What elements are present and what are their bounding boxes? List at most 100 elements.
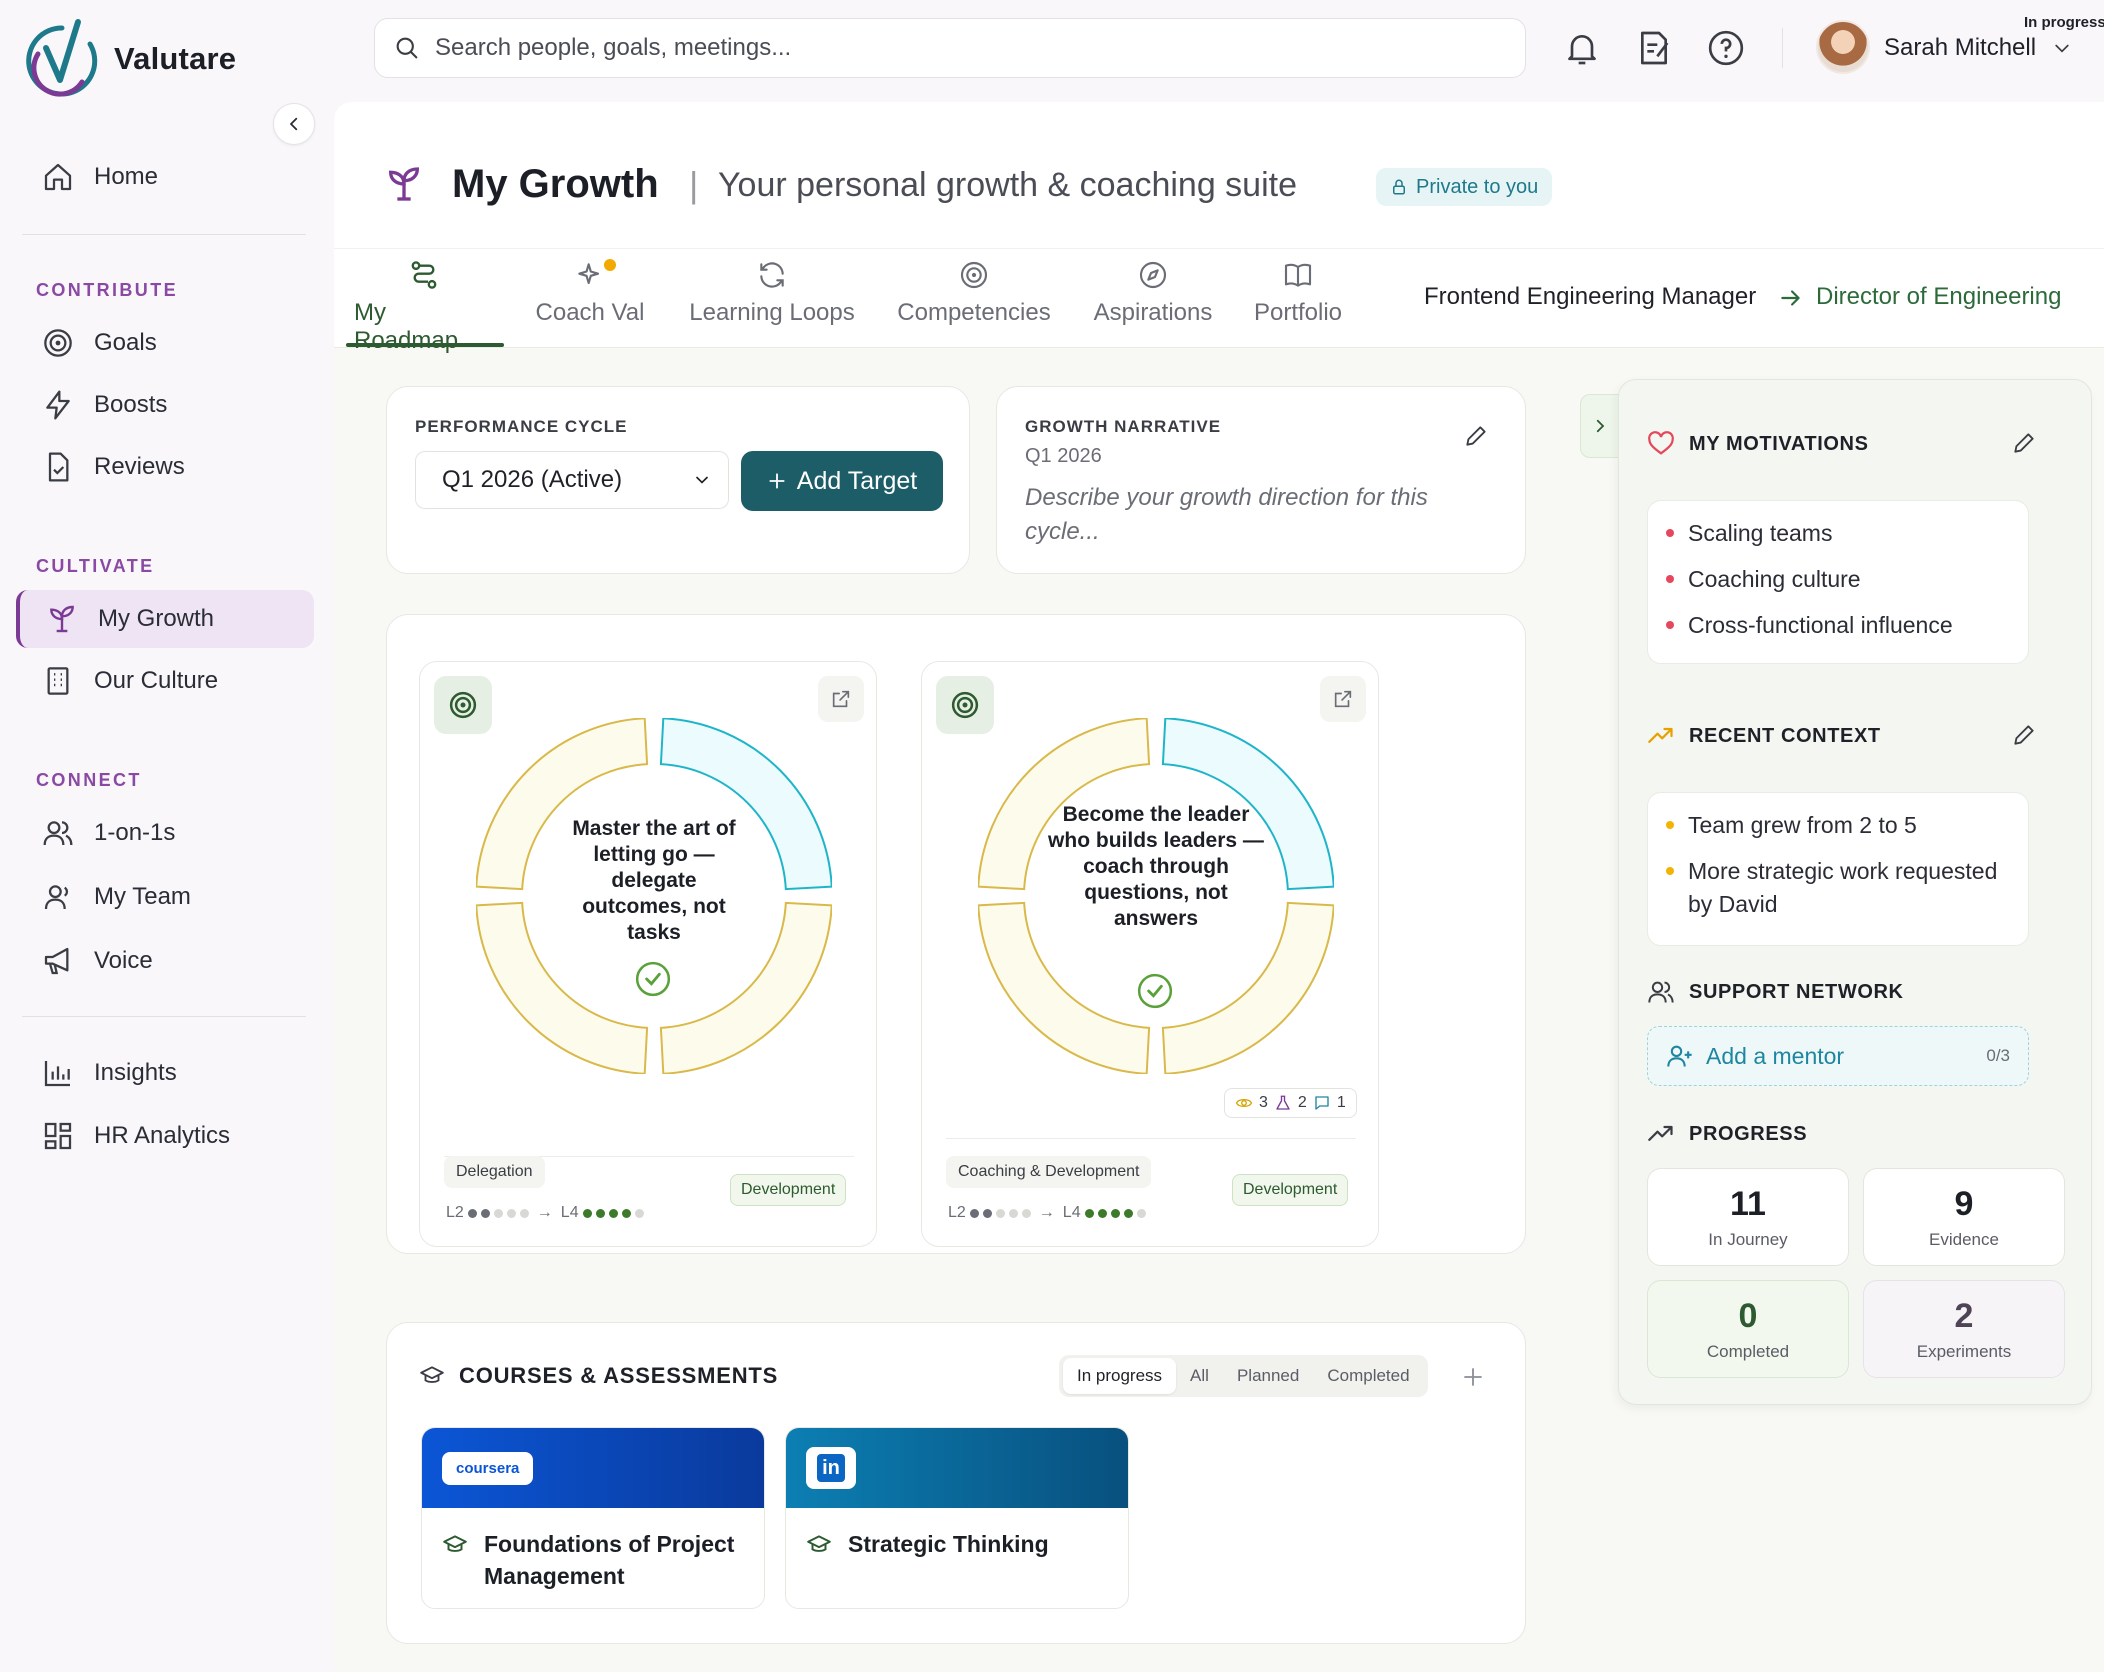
app-logo[interactable]: Valutare: [24, 18, 236, 100]
filter-completed[interactable]: Completed: [1327, 1366, 1410, 1385]
sidebar-item-goals[interactable]: Goals: [20, 314, 314, 372]
tab-label: My Roadmap: [354, 299, 459, 354]
notes-icon[interactable]: [1634, 28, 1674, 68]
support-network-header: SUPPORT NETWORK: [1647, 978, 1904, 1006]
add-mentor-button[interactable]: Add a mentor 0/3: [1647, 1026, 2029, 1086]
career-path-to: Director of Engineering: [1816, 283, 2062, 310]
to-level: L4: [560, 1204, 579, 1221]
goal-progress-ring: [476, 718, 832, 1074]
level-progress: L2 → L4: [446, 1204, 644, 1222]
arrow-right-icon: [1781, 290, 1800, 306]
course-card[interactable]: in Strategic Thinking: [785, 1427, 1129, 1609]
graduation-cap-icon: [420, 1366, 444, 1383]
course-card[interactable]: coursera Foundations of Project Manageme…: [421, 1427, 765, 1609]
right-panel: MY MOTIVATIONS Scaling teams Coaching cu…: [1618, 379, 2092, 1405]
career-path-from: Frontend Engineering Manager: [1424, 283, 1757, 310]
add-target-label: Add Target: [796, 466, 918, 495]
refresh-icon: [760, 262, 784, 288]
list-item: More strategic work requested by David: [1666, 855, 2016, 921]
sidebar-item-voice[interactable]: Voice: [20, 932, 314, 990]
notification-dot: [604, 259, 616, 271]
external-link-icon: [832, 690, 850, 708]
list-item: Team grew from 2 to 5: [1666, 809, 1917, 842]
sidebar-item-hr-analytics[interactable]: HR Analytics: [20, 1107, 314, 1165]
sidebar-item-my-team[interactable]: My Team: [20, 868, 314, 926]
course-banner: in: [786, 1428, 1128, 1508]
open-goal-button[interactable]: [818, 676, 864, 722]
growth-narrative-period: Q1 2026: [1025, 445, 1102, 467]
pencil-icon[interactable]: [2011, 430, 2037, 456]
plus-icon[interactable]: [1461, 1365, 1485, 1389]
stat-evidence: 9 Evidence: [1863, 1168, 2065, 1266]
filter-in-progress[interactable]: In progress: [1063, 1358, 1177, 1394]
sprout-icon: [50, 605, 74, 633]
flask-icon: [1276, 1095, 1290, 1110]
goal-type-badge: Development: [1232, 1174, 1349, 1206]
motivation-text: Scaling teams: [1688, 520, 1833, 546]
tab-aspirations[interactable]: Aspirations: [1088, 259, 1218, 327]
sidebar-item-1-on-1s[interactable]: 1-on-1s: [20, 804, 314, 862]
divider: [22, 234, 306, 235]
stat-value: 0: [1738, 1296, 1758, 1335]
cycle-select[interactable]: Q1 2026 (Active): [415, 451, 729, 509]
goals-board: Master the art of letting go — delegate …: [386, 614, 1526, 1254]
sidebar-item-my-growth[interactable]: My Growth: [16, 590, 314, 648]
search-icon: [396, 37, 418, 59]
compass-icon: [1139, 261, 1167, 289]
tab-my-roadmap[interactable]: My Roadmap: [354, 259, 494, 355]
goal-card[interactable]: Become the leader who builds leaders — c…: [921, 661, 1379, 1247]
tab-label: Learning Loops: [689, 299, 855, 326]
tab-learning-loops[interactable]: Learning Loops: [684, 259, 860, 327]
title-separator: |: [689, 164, 699, 205]
privacy-badge: Private to you: [1376, 168, 1553, 206]
add-target-button[interactable]: Add Target: [741, 451, 943, 511]
list-item: Scaling teams: [1666, 517, 1832, 550]
right-panel-toggle[interactable]: [1580, 394, 1620, 458]
chevron-down-icon[interactable]: [2052, 38, 2072, 58]
growth-narrative-text[interactable]: Describe your growth direction for this …: [1025, 484, 1428, 545]
goal-stats: 3 2 1: [1224, 1088, 1357, 1118]
filter-planned[interactable]: Planned: [1236, 1366, 1300, 1385]
ring-segment-empty: [476, 901, 649, 1074]
ring-segment-empty: [978, 718, 1151, 891]
sidebar-item-label: Goals: [94, 329, 157, 356]
plus-icon: [769, 473, 785, 489]
graduation-cap-icon: [807, 1535, 831, 1552]
sidebar-item-label: My Growth: [98, 605, 215, 632]
users-icon: [43, 821, 73, 846]
tab-competencies[interactable]: Competencies: [896, 259, 1052, 327]
search-input[interactable]: Search people, goals, meetings...: [374, 18, 1526, 78]
tab-coach-val[interactable]: Coach Val: [530, 259, 650, 327]
divider: [444, 1156, 854, 1157]
avatar[interactable]: [1816, 20, 1870, 74]
user-name[interactable]: Sarah Mitchell: [1884, 34, 2037, 61]
goal-icon: [936, 676, 994, 734]
tab-label: Coach Val: [535, 299, 645, 326]
pencil-icon[interactable]: [2011, 722, 2037, 748]
sidebar-item-reviews[interactable]: Reviews: [20, 438, 314, 496]
open-goal-button[interactable]: [1320, 676, 1366, 722]
sidebar-item-boosts[interactable]: Boosts: [20, 376, 314, 434]
tab-portfolio[interactable]: Portfolio: [1250, 259, 1346, 327]
filter-all[interactable]: All: [1190, 1366, 1209, 1385]
ring-segment-empty: [1161, 901, 1334, 1074]
sidebar-item-our-culture[interactable]: Our Culture: [20, 652, 314, 710]
help-icon[interactable]: [1706, 28, 1746, 68]
ring-segment-filled: [659, 718, 832, 891]
experiments-count: 2: [1297, 1094, 1307, 1111]
bell-icon[interactable]: [1562, 28, 1602, 68]
trending-up-icon: [1648, 1125, 1673, 1141]
goal-title: Master the art of letting go — delegate …: [572, 817, 736, 944]
pencil-icon[interactable]: [1463, 423, 1489, 449]
collapse-sidebar-button[interactable]: [273, 103, 315, 145]
recent-context-title: RECENT CONTEXT: [1689, 724, 1881, 747]
privacy-badge-label: Private to you: [1416, 175, 1539, 198]
sidebar-item-insights[interactable]: Insights: [20, 1044, 314, 1102]
course-filter: In progress All Planned Completed: [1059, 1355, 1428, 1397]
goal-card[interactable]: Master the art of letting go — delegate …: [419, 661, 877, 1247]
context-text: Team grew from 2 to 5: [1688, 812, 1917, 838]
dashboard-icon: [44, 1122, 72, 1150]
competency-chip: Delegation: [444, 1156, 545, 1188]
sidebar-item-home[interactable]: Home: [20, 148, 314, 206]
sidebar-item-label: Insights: [94, 1059, 177, 1086]
